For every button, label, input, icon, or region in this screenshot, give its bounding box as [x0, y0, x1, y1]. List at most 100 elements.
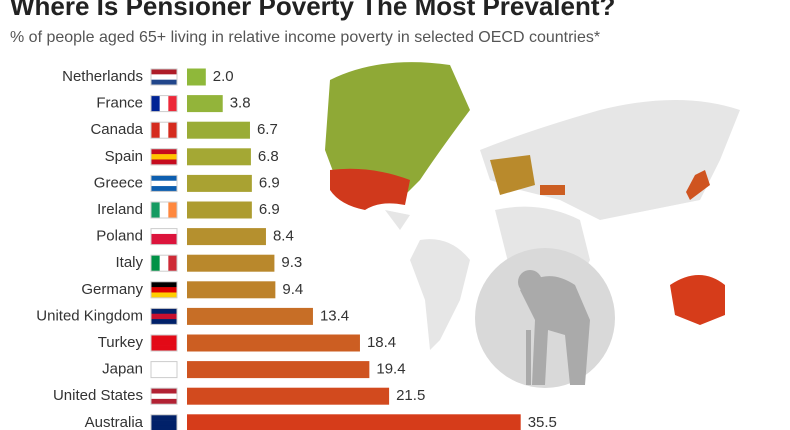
- flag-border: [150, 414, 178, 430]
- value-label: 13.4: [320, 307, 349, 324]
- bar: [187, 361, 370, 379]
- flag: [168, 202, 178, 218]
- bar: [187, 95, 223, 113]
- flag: [151, 425, 177, 430]
- category-label: Japan: [102, 361, 143, 378]
- flag: [151, 388, 177, 394]
- category-label: France: [96, 95, 143, 112]
- europe: [490, 155, 535, 195]
- category-label: Poland: [96, 228, 143, 245]
- turkey: [540, 185, 565, 195]
- flag: [151, 398, 177, 405]
- flag: [159, 95, 169, 112]
- flag-border: [150, 174, 178, 192]
- bar: [187, 334, 360, 352]
- flag: [151, 281, 177, 288]
- flag-border: [150, 201, 178, 219]
- flag: [151, 414, 177, 421]
- category-label: Ireland: [97, 201, 143, 218]
- south-america: [385, 210, 470, 350]
- flag: [168, 122, 178, 139]
- flag-border: [150, 281, 178, 299]
- bar: [187, 201, 252, 219]
- flag: [151, 335, 177, 341]
- category-label: Turkey: [98, 334, 144, 351]
- world-map: [325, 62, 740, 388]
- bar: [187, 387, 390, 405]
- flag: [151, 148, 177, 155]
- value-label: 19.4: [376, 361, 405, 378]
- pensioner-head: [518, 270, 542, 294]
- chart-title: Where Is Pensioner Poverty The Most Prev…: [10, 0, 615, 21]
- bar: [187, 148, 251, 166]
- flag: [151, 69, 177, 75]
- flag: [151, 202, 160, 218]
- pensioner-icon: [520, 276, 590, 385]
- flag: [151, 180, 177, 187]
- flag: [151, 228, 177, 235]
- flag: [168, 95, 178, 112]
- bar: [187, 68, 206, 86]
- flag: [151, 95, 160, 112]
- category-label: Italy: [115, 254, 143, 271]
- value-label: 18.4: [367, 334, 396, 351]
- value-label: 6.8: [258, 148, 279, 165]
- flag-border: [150, 121, 178, 139]
- category-label: Greece: [94, 174, 143, 191]
- flag: [151, 308, 177, 315]
- flag: [151, 159, 177, 166]
- flag: [151, 255, 160, 272]
- flag: [151, 74, 177, 80]
- flag-border: [150, 361, 178, 379]
- value-label: 9.3: [281, 254, 302, 271]
- flag-border: [150, 334, 178, 352]
- value-label: 35.5: [528, 414, 557, 430]
- bar: [187, 254, 275, 272]
- category-label: Australia: [85, 414, 144, 430]
- flag: [151, 79, 177, 86]
- category-label: United States: [53, 387, 143, 404]
- value-label: 6.9: [259, 174, 280, 191]
- flag-border: [150, 148, 178, 166]
- value-label: 6.7: [257, 121, 278, 138]
- flag: [151, 186, 177, 192]
- flag: [151, 372, 177, 378]
- category-label: Spain: [105, 148, 143, 165]
- value-label: 21.5: [396, 387, 425, 404]
- japan: [686, 170, 710, 200]
- flag-border: [150, 68, 178, 86]
- category-label: Germany: [81, 281, 143, 298]
- value-label: 9.4: [282, 281, 303, 298]
- category-label: Netherlands: [62, 68, 143, 85]
- flag: [151, 393, 177, 400]
- value-label: 8.4: [273, 228, 294, 245]
- category-label: United Kingdom: [36, 307, 143, 324]
- flag: [151, 122, 160, 139]
- bar: [187, 281, 276, 299]
- flag: [151, 361, 177, 368]
- flag-border: [150, 254, 178, 272]
- usa: [330, 168, 410, 210]
- flag: [151, 366, 177, 373]
- flag: [151, 239, 177, 245]
- flag: [151, 175, 177, 182]
- flag-border: [150, 307, 178, 325]
- flag: [168, 255, 178, 272]
- flag: [151, 233, 177, 240]
- flag-border: [150, 387, 178, 405]
- flag: [159, 202, 169, 218]
- flag: [151, 319, 177, 325]
- flag: [151, 292, 177, 299]
- bar: [187, 307, 313, 325]
- value-label: 2.0: [213, 68, 234, 85]
- value-label: 6.9: [259, 201, 280, 218]
- bar: [187, 228, 266, 246]
- cane: [526, 330, 531, 385]
- bar: [187, 121, 250, 139]
- flag: [151, 345, 177, 352]
- bar: [187, 414, 521, 430]
- flag: [151, 420, 177, 426]
- flag-border: [150, 228, 178, 246]
